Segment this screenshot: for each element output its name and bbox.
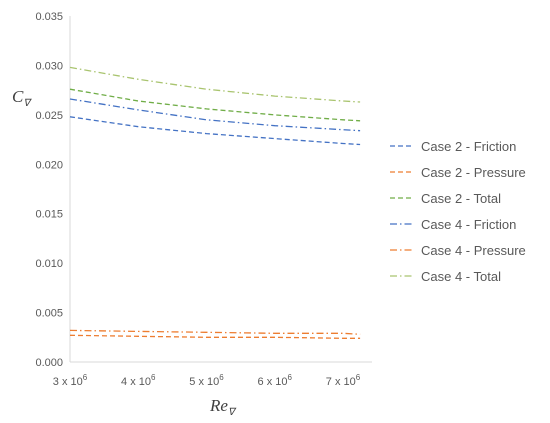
y-tick-label: 0.005 [35,308,63,320]
y-axis-label: C∇ [12,87,32,109]
y-tick-label: 0.000 [35,357,63,369]
legend-item: Case 4 - Total [390,269,501,284]
y-axis-label-main: C [12,87,24,106]
series-line-1 [69,116,361,146]
legend-item: Case 2 - Friction [390,139,516,154]
legend-label: Case 4 - Friction [421,217,516,232]
series-line-4 [69,98,361,132]
y-tick-label: 0.020 [35,159,63,171]
legend-item: Case 2 - Pressure [390,165,526,180]
y-tick-label: 0.010 [35,258,63,270]
x-tick-label: 6 x 106 [258,373,293,388]
y-tick-label: 0.030 [35,60,63,72]
legend-label: Case 2 - Friction [421,139,516,154]
x-axis-label-sub: ∇ [228,407,237,418]
series-line-5 [69,329,361,335]
x-axis-label: Re∇ [209,396,237,418]
x-axis-label-main: Re [209,396,228,415]
legend-label: Case 2 - Total [421,191,501,206]
y-axis-label-sub: ∇ [23,98,32,109]
x-tick-label: 5 x 106 [189,373,224,388]
legend-label: Case 4 - Pressure [421,243,526,258]
y-tick-label: 0.025 [35,110,63,122]
legend-item: Case 2 - Total [390,191,501,206]
y-tick-label: 0.035 [35,11,63,23]
x-tick-label: 7 x 106 [326,373,361,388]
series-line-3 [69,88,361,122]
series-line-2 [69,334,361,339]
legend-item: Case 4 - Friction [390,217,516,232]
plot-area: 0.000 0.005 0.010 0.015 0.020 0.025 0.030 0.035… [35,11,372,388]
legend-label: Case 2 - Pressure [421,165,526,180]
legend-item: Case 4 - Pressure [390,243,526,258]
x-tick-label: 3 x 106 [53,373,88,388]
legend-label: Case 4 - Total [421,269,501,284]
y-tick-label: 0.015 [35,209,63,221]
legend: Case 2 - Friction Case 2 - Pressure Case 2… [390,139,526,284]
x-tick-label: 4 x 106 [121,373,156,388]
series-line-6 [69,66,361,103]
